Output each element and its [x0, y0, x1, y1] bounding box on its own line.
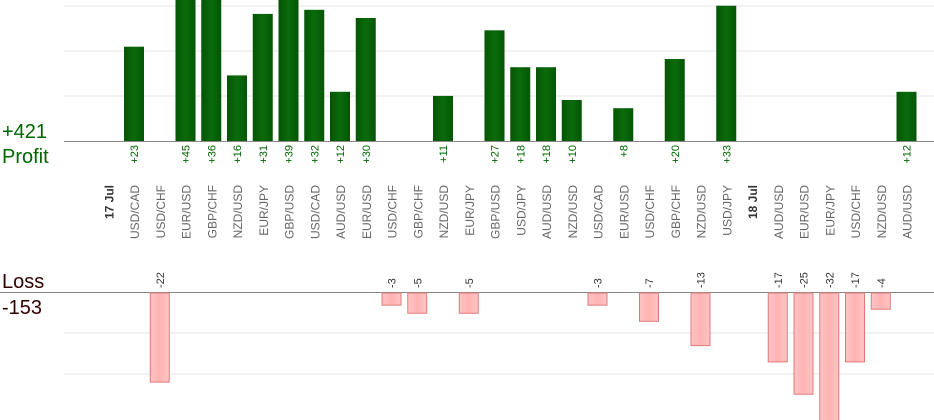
loss-bar — [381, 292, 402, 306]
category-label: EUR/JPY — [257, 185, 271, 236]
profit-bar — [330, 91, 350, 141]
category-label: AUD/USD — [540, 185, 554, 239]
profit-bar — [124, 46, 144, 142]
profit-bar — [433, 95, 453, 141]
loss-data-label: -5 — [412, 278, 424, 288]
profit-bar — [561, 100, 582, 141]
profit-data-label: +30 — [361, 145, 373, 164]
profit-bar — [613, 108, 634, 141]
loss-bar — [690, 292, 711, 347]
category-label: USD/CAD — [592, 185, 606, 239]
profit-data-label: +18 — [541, 145, 553, 164]
loss-data-label: -7 — [644, 278, 656, 288]
category-label: NZD/USD — [695, 185, 709, 239]
profit-bar — [304, 9, 325, 141]
profit-bar — [227, 75, 247, 141]
loss-data-label: -17 — [773, 272, 785, 288]
profit-data-label: +31 — [258, 145, 270, 164]
profit-data-label: +12 — [902, 145, 914, 164]
category-label: NZD/USD — [231, 185, 245, 239]
category-label: USD/CAD — [128, 185, 142, 239]
profit-data-label: +20 — [670, 145, 682, 164]
profit-bar — [896, 91, 917, 141]
profit-data-label: +27 — [490, 145, 502, 164]
category-label: USD/CHF — [386, 185, 400, 238]
profit-data-label: +45 — [181, 145, 193, 164]
profit-data-label: +12 — [335, 145, 347, 164]
loss-bar — [870, 292, 891, 310]
profit-bar — [175, 0, 196, 141]
profit-data-label: +23 — [129, 145, 141, 164]
profit-data-label: +8 — [618, 145, 630, 158]
category-label: NZD/USD — [875, 185, 889, 239]
category-label: GBP/CHF — [669, 185, 683, 238]
loss-data-label: -25 — [799, 272, 811, 288]
category-label: AUD/USD — [901, 185, 915, 239]
category-label: USD/JPY — [514, 185, 528, 236]
profit-data-label: +39 — [284, 145, 296, 164]
loss-bar — [793, 292, 814, 395]
profit-bar — [716, 5, 737, 142]
category-label: AUD/USD — [772, 185, 786, 239]
loss-bar — [819, 292, 840, 420]
category-label: EUR/USD — [360, 185, 374, 239]
category-label: GBP/USD — [283, 185, 297, 239]
category-label: USD/JPY — [720, 185, 734, 236]
category-label: EUR/USD — [617, 185, 631, 239]
category-label: GBP/USD — [489, 185, 503, 239]
loss-data-label: -22 — [155, 272, 167, 288]
loss-bar — [587, 292, 608, 306]
category-label: NZD/USD — [437, 185, 451, 239]
category-label: NZD/USD — [566, 185, 580, 239]
date-label: 17 Jul — [102, 185, 116, 219]
profit-data-label: +36 — [206, 145, 218, 164]
category-label: EUR/USD — [798, 185, 812, 239]
profit-bar — [484, 30, 505, 141]
category-label: USD/CHF — [154, 185, 168, 238]
loss-total: -153 — [2, 297, 43, 319]
category-label: GBP/CHF — [205, 185, 219, 238]
profit-bar — [510, 67, 531, 141]
profit-data-label: +11 — [438, 145, 450, 163]
category-label: USD/CAD — [308, 185, 322, 239]
profit-data-label: +16 — [232, 145, 244, 164]
profit-data-label: +18 — [515, 145, 527, 164]
loss-data-label: -5 — [464, 278, 476, 288]
profit-data-label: +33 — [721, 145, 733, 164]
profit-bar — [664, 59, 685, 141]
loss-data-label: -17 — [850, 272, 862, 288]
profit-bar — [252, 13, 273, 141]
loss-bar — [149, 292, 170, 383]
profit-bar — [201, 0, 222, 142]
loss-bar — [639, 292, 659, 322]
profit-bar — [536, 67, 556, 141]
loss-bar — [845, 292, 865, 363]
loss-bar — [767, 292, 788, 363]
loss-label: Loss — [2, 271, 45, 293]
profit-data-label: +32 — [309, 145, 321, 164]
profit-label: Profit — [2, 146, 49, 168]
loss-bar — [458, 292, 479, 314]
profit-bar — [355, 18, 376, 141]
loss-data-label: -3 — [593, 278, 605, 288]
category-label: EUR/USD — [180, 185, 194, 239]
category-label: AUD/USD — [334, 185, 348, 239]
category-label: EUR/JPY — [463, 185, 477, 236]
loss-data-label: -4 — [876, 278, 888, 288]
loss-data-label: -3 — [387, 278, 399, 288]
loss-data-label: -13 — [696, 272, 708, 288]
profit-bar — [278, 0, 299, 141]
loss-bar — [407, 292, 428, 314]
loss-data-label: -32 — [824, 272, 836, 288]
category-label: USD/CHF — [849, 185, 863, 238]
date-label: 18 Jul — [746, 185, 760, 219]
category-label: USD/CHF — [643, 185, 657, 238]
profit-data-label: +10 — [567, 145, 579, 164]
category-label: EUR/JPY — [823, 185, 837, 236]
category-label: GBP/CHF — [411, 185, 425, 238]
profit-total: +421 — [2, 121, 48, 143]
